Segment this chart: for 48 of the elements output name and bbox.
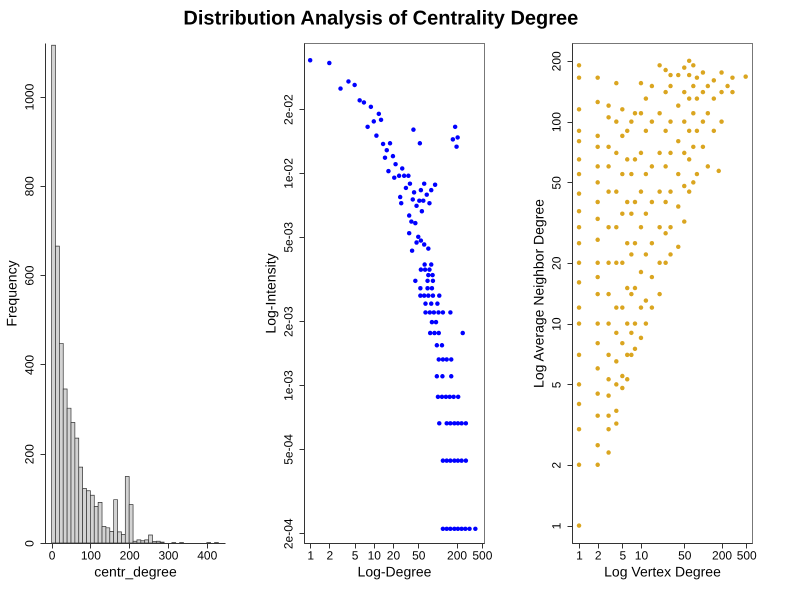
y-tick-label: 20 (550, 256, 564, 270)
x-tick-label: 2 (326, 548, 334, 562)
x-tick-label: 400 (197, 548, 218, 562)
x-tick-label: 10 (634, 548, 648, 562)
x-tick-label: 1 (576, 548, 584, 562)
y-tick-label: 400 (22, 354, 36, 375)
x-tick-label: 500 (472, 548, 493, 562)
x-axis-title: centr_degree (94, 564, 177, 580)
x-tick-label: 200 (447, 548, 468, 562)
y-tick-label: 2e-03 (282, 306, 296, 338)
x-tick-label: 200 (712, 548, 732, 562)
y-axis-title: Log Average Neighbor Degree (530, 198, 546, 388)
x-tick-label: 1 (307, 548, 314, 562)
x-axis-title: Log-Degree (358, 564, 432, 580)
chart-title: Distribution Analysis of Centrality Degree (183, 8, 578, 30)
x-tick-label: 300 (158, 548, 179, 562)
y-tick-label: 1e-02 (282, 158, 296, 189)
y-tick-label: 100 (550, 112, 564, 132)
y-tick-label: 2 (550, 462, 564, 469)
x-axis-title: Log Vertex Degree (604, 564, 722, 580)
x-tick-label: 20 (386, 548, 400, 562)
y-tick-label: 2e-04 (282, 518, 296, 550)
y-tick-label: 5 (550, 381, 564, 388)
y-axis-title: Log-Intensity (262, 253, 278, 334)
y-tick-label: 200 (550, 50, 564, 72)
x-tick-label: 50 (678, 548, 692, 562)
y-tick-label: 50 (550, 176, 564, 190)
x-tick-label: 0 (48, 548, 56, 562)
y-tick-label: 2e-02 (282, 94, 296, 125)
y-tick-label: 5e-04 (282, 434, 296, 465)
x-tick-label: 100 (80, 548, 102, 562)
x-tick-label: 10 (368, 548, 382, 562)
x-tick-label: 500 (736, 548, 758, 562)
y-tick-label: 5e-03 (282, 222, 296, 253)
x-tick-label: 200 (120, 548, 140, 562)
y-tick-label: 0 (22, 540, 36, 547)
y-axis-title: Frequency (4, 260, 20, 327)
y-tick-label: 600 (22, 265, 36, 286)
y-tick-label: 1000 (22, 83, 36, 110)
x-tick-label: 5 (352, 548, 359, 562)
x-tick-label: 5 (619, 548, 626, 562)
y-tick-label: 1e-03 (282, 370, 296, 401)
y-tick-label: 1 (550, 522, 564, 530)
x-tick-label: 2 (594, 548, 602, 562)
y-tick-label: 10 (550, 317, 564, 331)
x-tick-label: 50 (412, 548, 426, 562)
y-tick-label: 200 (22, 444, 36, 464)
y-tick-label: 800 (22, 176, 36, 196)
